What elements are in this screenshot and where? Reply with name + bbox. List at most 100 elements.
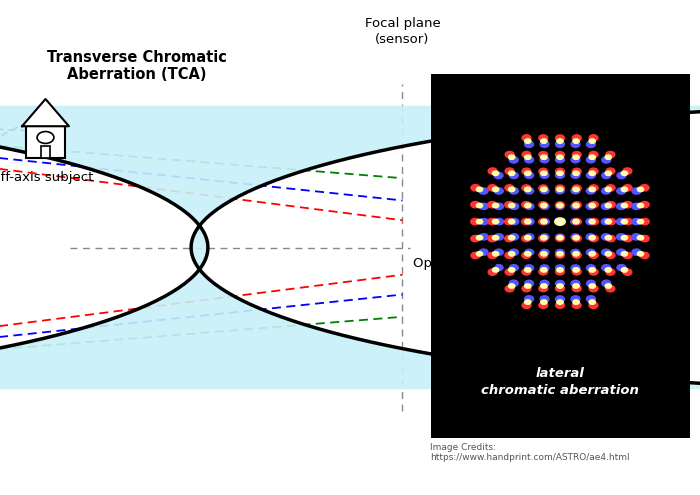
Circle shape: [488, 218, 496, 225]
Circle shape: [601, 218, 610, 225]
Circle shape: [522, 302, 531, 308]
Circle shape: [557, 236, 563, 240]
Circle shape: [606, 151, 615, 157]
Text: Transverse Chromatic
Aberration (TCA): Transverse Chromatic Aberration (TCA): [47, 50, 226, 82]
Circle shape: [540, 203, 549, 209]
Circle shape: [557, 268, 563, 272]
Circle shape: [631, 218, 640, 225]
Circle shape: [589, 284, 595, 288]
Circle shape: [509, 219, 515, 224]
Circle shape: [573, 284, 580, 288]
Circle shape: [539, 235, 547, 242]
Circle shape: [495, 218, 503, 225]
Circle shape: [622, 219, 627, 224]
Circle shape: [602, 157, 610, 163]
Circle shape: [589, 251, 595, 256]
Circle shape: [477, 203, 483, 208]
Circle shape: [494, 234, 503, 240]
Circle shape: [589, 286, 598, 292]
Circle shape: [617, 234, 626, 240]
Circle shape: [587, 280, 596, 287]
Circle shape: [540, 249, 549, 255]
Circle shape: [571, 203, 580, 209]
Circle shape: [525, 187, 531, 192]
Circle shape: [601, 234, 610, 240]
Circle shape: [525, 203, 534, 209]
Circle shape: [589, 139, 595, 144]
Circle shape: [556, 285, 564, 292]
Circle shape: [605, 284, 612, 288]
Circle shape: [522, 168, 531, 174]
Circle shape: [539, 201, 547, 208]
Circle shape: [556, 296, 564, 302]
Circle shape: [525, 251, 531, 256]
Circle shape: [623, 269, 632, 275]
Circle shape: [617, 188, 626, 194]
Circle shape: [488, 252, 497, 258]
Circle shape: [480, 234, 488, 240]
Circle shape: [623, 252, 632, 258]
Circle shape: [640, 236, 649, 242]
Circle shape: [632, 203, 640, 209]
Circle shape: [540, 234, 549, 240]
Circle shape: [510, 157, 518, 163]
Circle shape: [605, 268, 612, 272]
Circle shape: [540, 265, 549, 271]
Circle shape: [556, 265, 564, 271]
Polygon shape: [22, 99, 69, 126]
Circle shape: [617, 218, 625, 225]
Circle shape: [505, 168, 514, 174]
Circle shape: [587, 156, 596, 163]
Circle shape: [522, 185, 531, 191]
Circle shape: [539, 252, 547, 258]
Circle shape: [539, 151, 547, 158]
Circle shape: [525, 265, 533, 271]
Text: Optical Axes: Optical Axes: [413, 257, 496, 270]
Circle shape: [573, 155, 580, 159]
Circle shape: [589, 268, 595, 272]
Circle shape: [605, 171, 612, 176]
Circle shape: [540, 141, 549, 148]
Text: lateral
chromatic aberration: lateral chromatic aberration: [481, 367, 639, 396]
Bar: [41, 146, 50, 158]
Circle shape: [510, 234, 519, 240]
Circle shape: [638, 251, 644, 256]
Circle shape: [557, 300, 563, 304]
Circle shape: [617, 172, 626, 179]
Circle shape: [622, 171, 627, 176]
Circle shape: [586, 234, 595, 240]
Bar: [27, 126, 64, 158]
Circle shape: [493, 187, 499, 192]
Circle shape: [556, 185, 564, 192]
Circle shape: [525, 236, 531, 240]
Circle shape: [488, 236, 497, 242]
Circle shape: [638, 219, 644, 224]
Circle shape: [539, 302, 547, 308]
Circle shape: [510, 249, 519, 255]
Circle shape: [477, 219, 483, 224]
Circle shape: [540, 155, 547, 159]
Circle shape: [556, 234, 564, 240]
Circle shape: [493, 171, 499, 176]
Circle shape: [525, 219, 531, 224]
Circle shape: [589, 171, 595, 176]
Circle shape: [540, 203, 547, 208]
Circle shape: [525, 249, 533, 255]
Circle shape: [556, 168, 564, 175]
Circle shape: [587, 188, 595, 194]
Circle shape: [471, 201, 480, 208]
Circle shape: [510, 265, 518, 271]
Circle shape: [606, 185, 615, 191]
Circle shape: [589, 135, 598, 141]
Circle shape: [573, 135, 581, 141]
Circle shape: [540, 268, 547, 272]
Circle shape: [623, 185, 632, 191]
Circle shape: [640, 218, 650, 225]
Circle shape: [540, 172, 549, 178]
Circle shape: [477, 251, 483, 256]
Circle shape: [509, 203, 515, 208]
Circle shape: [539, 285, 547, 292]
Circle shape: [539, 168, 547, 175]
Circle shape: [540, 171, 547, 176]
Circle shape: [539, 269, 547, 275]
